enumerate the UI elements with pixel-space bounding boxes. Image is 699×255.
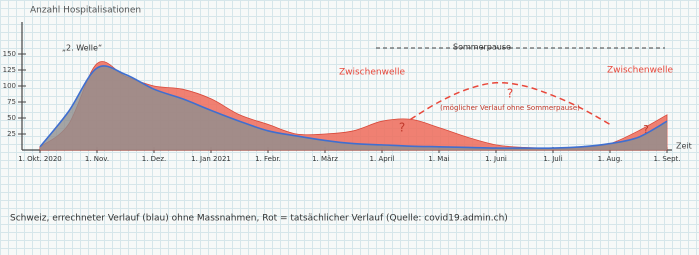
caption: Schweiz, errechneter Verlauf (blau) ohne… — [10, 214, 508, 224]
y-tick-label: 125 — [3, 66, 16, 74]
x-axis-label: Zeit — [676, 142, 692, 151]
y-tick-label: 75 — [7, 98, 16, 106]
x-tick-label: 1. Febr. — [255, 155, 281, 163]
chart: Anzahl Hospitalisationen Zeit Schweiz, e… — [0, 0, 699, 255]
x-tick-label: 1. Aug. — [598, 155, 623, 163]
possible-course-label: (möglicher Verlauf ohne Sommerpause) — [440, 104, 580, 112]
annotation: ? — [507, 87, 513, 101]
x-tick-label: 1. Okt. 2020 — [18, 155, 61, 163]
x-tick-label: 1. Nov. — [85, 155, 109, 163]
x-tick-label: 1. Mai — [428, 155, 449, 163]
annotation: „2. Welle“ — [62, 44, 102, 53]
x-tick-label: 1. Sept. — [653, 155, 680, 163]
page: Anzahl Hospitalisationen Zeit Schweiz, e… — [0, 0, 699, 255]
annotation: ? — [643, 123, 649, 136]
annotation: Zwischenwelle — [607, 66, 674, 76]
x-tick-label: 1. Juni — [485, 155, 507, 163]
y-tick-label: 100 — [3, 82, 16, 90]
x-tick-label: 1. Juli — [543, 155, 562, 163]
y-tick-label: 150 — [3, 50, 16, 58]
x-tick-label: 1. Dez. — [142, 155, 167, 163]
annotation: ? — [399, 121, 405, 135]
x-tick-label: 1. April — [370, 155, 395, 163]
y-tick-label: 25 — [7, 130, 16, 138]
y-axis-label: Anzahl Hospitalisationen — [30, 6, 141, 16]
x-tick-label: 1. März — [312, 155, 338, 163]
annotation: Zwischenwelle — [339, 68, 406, 78]
x-tick-label: 1. Jan 2021 — [191, 155, 231, 163]
y-tick-label: 50 — [7, 114, 16, 122]
annotation: Sommerpause — [453, 43, 511, 52]
